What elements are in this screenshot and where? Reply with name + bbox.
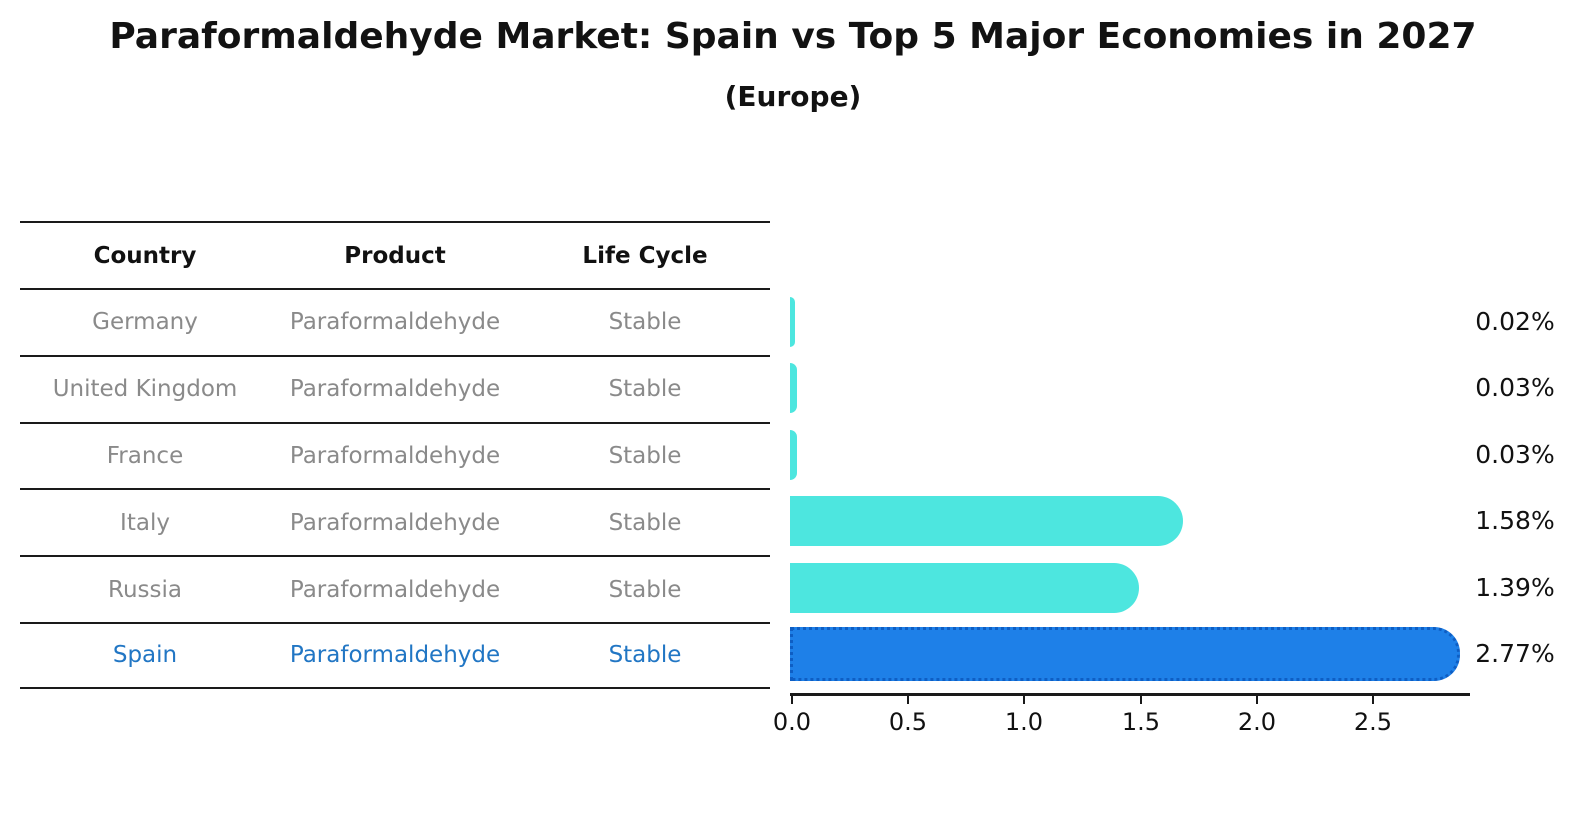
value-label-italy: 1.58% [1475, 506, 1555, 535]
bar-spain [790, 627, 1460, 681]
x-tick-3 [1140, 693, 1142, 704]
x-tick-label-0: 0.0 [772, 708, 812, 736]
cell-product: Paraformaldehyde [289, 309, 501, 336]
x-tick-label-2: 1.0 [1004, 708, 1044, 736]
value-label-germany: 0.02% [1475, 307, 1555, 336]
x-tick-label-1: 0.5 [888, 708, 928, 736]
x-tick-label-3: 1.5 [1121, 708, 1161, 736]
value-label-spain: 2.77% [1475, 639, 1555, 668]
cell-country: Italy [120, 509, 170, 536]
cell-life-cycle: Stable [608, 576, 682, 603]
value-label-france: 0.03% [1475, 440, 1555, 469]
cell-country: Germany [92, 309, 198, 336]
x-tick-0 [791, 693, 793, 704]
bar-united-kingdom [790, 363, 797, 413]
table-header-row: Country Product Life Cycle [20, 221, 770, 288]
x-axis-line [790, 693, 1470, 696]
country-table: Country Product Life Cycle Germany Paraf… [20, 221, 770, 689]
cell-product: Paraformaldehyde [289, 376, 501, 403]
x-tick-2 [1023, 693, 1025, 704]
table-row-russia: Russia Paraformaldehyde Stable [20, 555, 770, 622]
chart-title: Paraformaldehyde Market: Spain vs Top 5 … [109, 16, 1477, 57]
x-tick-4 [1256, 693, 1258, 704]
header-country: Country [93, 242, 197, 269]
bar-italy [790, 496, 1184, 546]
cell-life-cycle: Stable [608, 642, 682, 669]
bar-russia [790, 563, 1140, 613]
cell-product: Paraformaldehyde [289, 642, 501, 669]
table-row-germany: Germany Paraformaldehyde Stable [20, 288, 770, 355]
x-tick-5 [1372, 693, 1374, 704]
cell-life-cycle: Stable [608, 309, 682, 336]
header-life-cycle: Life Cycle [582, 242, 708, 269]
cell-product: Paraformaldehyde [289, 509, 501, 536]
x-tick-label-5: 2.5 [1353, 708, 1393, 736]
cell-life-cycle: Stable [608, 509, 682, 536]
bar-france [790, 430, 797, 480]
table-row-france: France Paraformaldehyde Stable [20, 421, 770, 489]
chart-subtitle: (Europe) [724, 80, 862, 113]
cell-product: Paraformaldehyde [289, 442, 501, 469]
x-tick-1 [907, 693, 909, 704]
cell-life-cycle: Stable [608, 376, 682, 403]
table-row-united-kingdom: United Kingdom Paraformaldehyde Stable [20, 354, 770, 422]
header-product: Product [344, 242, 446, 269]
cell-country: United Kingdom [52, 376, 238, 403]
cell-country: France [106, 442, 184, 469]
cell-product: Paraformaldehyde [289, 576, 501, 603]
value-label-russia: 1.39% [1475, 573, 1555, 602]
value-label-united-kingdom: 0.03% [1475, 373, 1555, 402]
bar-germany [790, 297, 795, 347]
cell-country: Spain [112, 642, 178, 669]
table-row-spain: Spain Paraformaldehyde Stable [20, 621, 770, 689]
table-row-italy: Italy Paraformaldehyde Stable [20, 488, 770, 555]
cell-life-cycle: Stable [608, 442, 682, 469]
cell-country: Russia [108, 576, 182, 603]
x-tick-label-4: 2.0 [1237, 708, 1277, 736]
